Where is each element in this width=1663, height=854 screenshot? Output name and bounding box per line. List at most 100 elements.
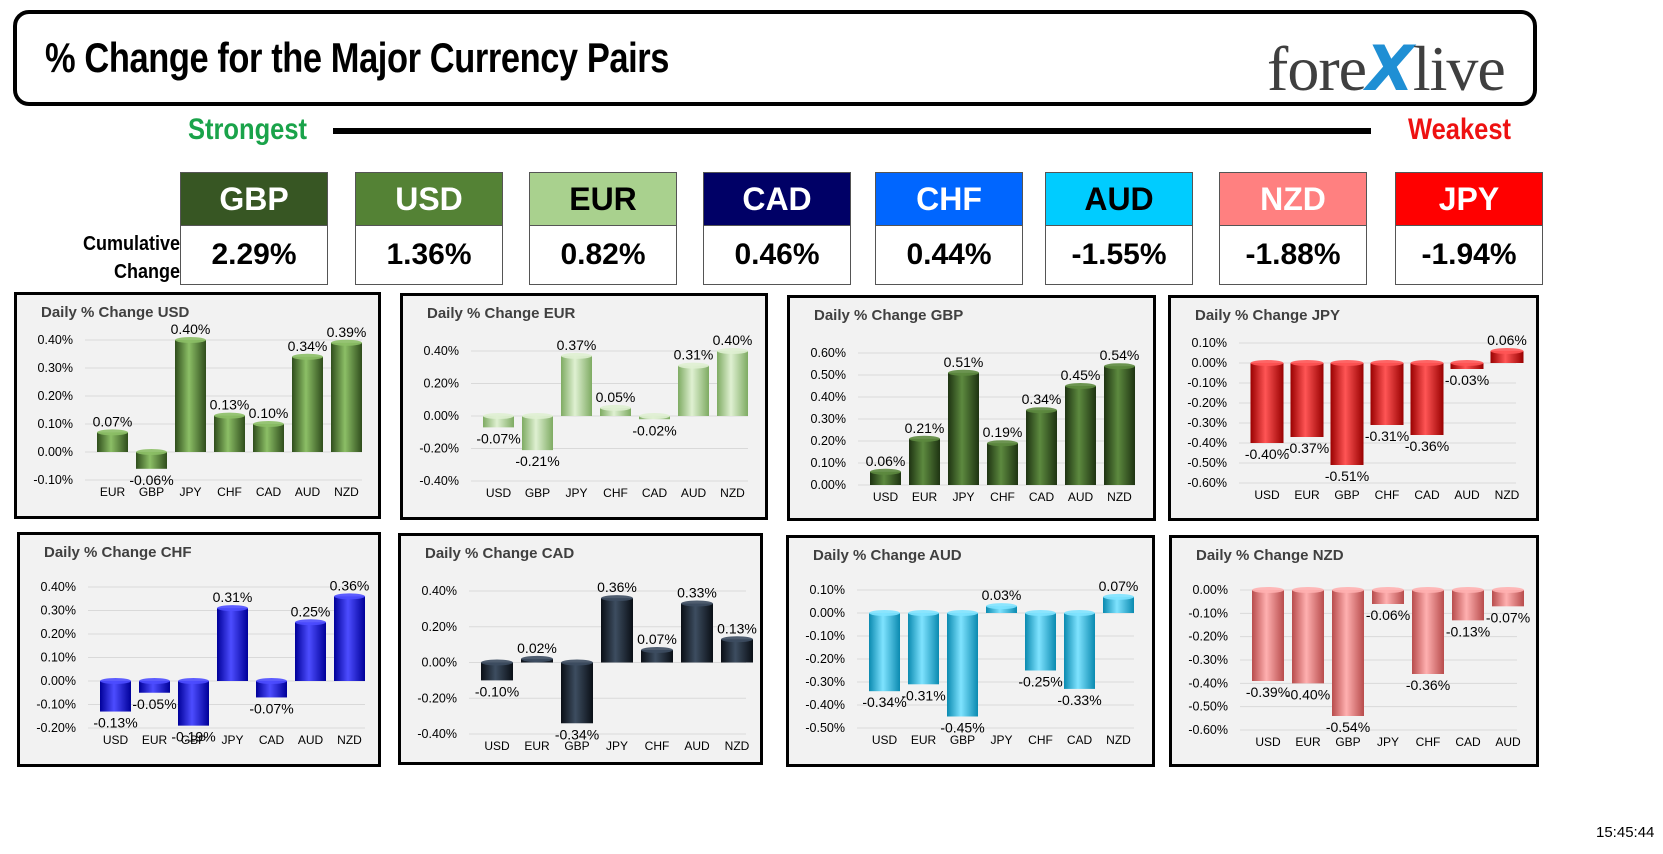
- bar-cap: [331, 339, 362, 346]
- x-tick-label: AUD: [681, 486, 707, 500]
- bar-cap: [334, 593, 365, 600]
- bar-chart: Daily % Change NZD 0.00% -0.10% -0.20% -0.30…: [1188, 547, 1530, 749]
- y-tick-label: -0.20%: [1187, 396, 1227, 410]
- bar-cap: [1372, 587, 1404, 593]
- bar-cad: [1452, 590, 1484, 621]
- y-tick-label: -0.40%: [419, 474, 459, 488]
- chart-title: Daily % Change EUR: [427, 305, 576, 322]
- y-tick-label: 0.00%: [424, 409, 459, 423]
- logo-x-mark: X: [1366, 32, 1414, 105]
- bar-nzd: [331, 342, 362, 452]
- bar-cap: [947, 610, 978, 616]
- x-tick-label: USD: [484, 739, 510, 753]
- y-tick-label: 0.30%: [38, 361, 73, 375]
- bar-cap: [1026, 407, 1057, 414]
- y-tick-label: -0.20%: [805, 652, 845, 666]
- bar-cap: [295, 619, 326, 626]
- data-label: 0.33%: [677, 585, 717, 601]
- x-tick-label: JPY: [990, 733, 1012, 747]
- y-tick-label: -0.10%: [1187, 376, 1227, 390]
- chart-title: Daily % Change USD: [41, 304, 190, 321]
- bar-cap: [1492, 587, 1524, 593]
- y-tick-label: 0.50%: [811, 368, 846, 382]
- bar-cap: [908, 610, 939, 616]
- bar-aud: [1492, 590, 1524, 607]
- chart-panel-usd: Daily % Change USD 0.40% 0.30% 0.20% 0.10% 0.…: [14, 292, 381, 519]
- cumulative-change-value: 0.46%: [704, 226, 850, 284]
- bar-cap: [214, 412, 245, 419]
- y-tick-label: -0.40%: [1187, 436, 1227, 450]
- data-label: -0.02%: [632, 422, 676, 438]
- data-label: -0.31%: [901, 687, 945, 703]
- data-label: 0.34%: [288, 338, 328, 354]
- cumulative-change-value: 1.36%: [356, 226, 502, 284]
- cumulative-change-value: -1.94%: [1396, 226, 1542, 284]
- bar-jpy: [601, 598, 633, 663]
- chart-title: Daily % Change AUD: [813, 547, 962, 564]
- bar-usd: [483, 416, 514, 428]
- bar-cap: [1450, 360, 1484, 366]
- x-tick-label: CHF: [1416, 735, 1441, 749]
- y-tick-label: 0.10%: [41, 651, 76, 665]
- y-tick-label: 0.30%: [811, 412, 846, 426]
- bar-chf: [1412, 590, 1444, 674]
- currency-card-aud: AUD -1.55%: [1045, 172, 1193, 285]
- data-label: -0.34%: [555, 726, 599, 742]
- x-tick-label: JPY: [221, 733, 243, 747]
- x-tick-label: GBP: [525, 486, 550, 500]
- y-tick-label: 0.20%: [38, 389, 73, 403]
- y-tick-label: -0.10%: [1188, 606, 1228, 620]
- bar-jpy: [217, 608, 248, 681]
- bar-usd: [481, 662, 513, 681]
- x-tick-label: USD: [103, 733, 129, 747]
- bar-aud: [292, 356, 323, 452]
- x-tick-label: AUD: [1495, 735, 1521, 749]
- cumulative-change-value: 2.29%: [181, 226, 327, 284]
- data-label: -0.06%: [1366, 607, 1410, 623]
- bar-chf: [641, 649, 673, 663]
- x-tick-label: CHF: [603, 486, 628, 500]
- data-label: -0.40%: [1286, 686, 1330, 702]
- data-label: 0.07%: [637, 631, 677, 647]
- y-tick-label: -0.30%: [1187, 416, 1227, 430]
- data-label: 0.39%: [327, 324, 367, 340]
- bar-gbp: [178, 681, 209, 726]
- data-label: -0.37%: [1285, 440, 1329, 456]
- data-label: 0.36%: [597, 579, 637, 595]
- x-tick-label: CAD: [1414, 488, 1440, 502]
- chart-title: Daily % Change CAD: [425, 545, 574, 562]
- data-label: 0.10%: [249, 405, 289, 421]
- y-tick-label: -0.20%: [36, 721, 76, 735]
- x-tick-label: AUD: [1068, 490, 1094, 504]
- bar-cap: [1330, 360, 1364, 366]
- x-tick-label: EUR: [911, 733, 937, 747]
- currency-card-usd: USD 1.36%: [355, 172, 503, 285]
- bar-jpy: [986, 606, 1017, 613]
- bar-jpy: [561, 355, 592, 416]
- bar-cap: [1025, 610, 1056, 616]
- data-label: 0.02%: [517, 640, 557, 656]
- y-tick-label: 0.20%: [811, 434, 846, 448]
- bar-aud: [681, 603, 713, 663]
- x-tick-label: JPY: [952, 490, 974, 504]
- bar-cap: [483, 413, 514, 419]
- data-label: -0.34%: [862, 694, 906, 710]
- y-tick-label: -0.20%: [417, 691, 457, 705]
- x-tick-label: CAD: [1029, 490, 1055, 504]
- x-tick-label: JPY: [179, 485, 201, 499]
- y-tick-label: 0.00%: [810, 606, 845, 620]
- x-tick-label: CAD: [1455, 735, 1481, 749]
- bar-cap: [561, 352, 592, 359]
- bar-cap: [1292, 587, 1324, 593]
- x-tick-label: GBP: [564, 739, 589, 753]
- y-tick-label: 0.00%: [422, 656, 457, 670]
- bar-cap: [561, 659, 593, 666]
- currency-code: AUD: [1046, 173, 1192, 226]
- x-tick-label: NZD: [1106, 733, 1131, 747]
- data-label: 0.05%: [596, 389, 636, 405]
- bar-nzd: [1103, 596, 1134, 613]
- cumulative-change-value: 0.44%: [876, 226, 1022, 284]
- bar-gbp: [522, 416, 553, 451]
- cumulative-change-value: -1.88%: [1220, 226, 1366, 284]
- data-label: 0.06%: [1487, 332, 1527, 348]
